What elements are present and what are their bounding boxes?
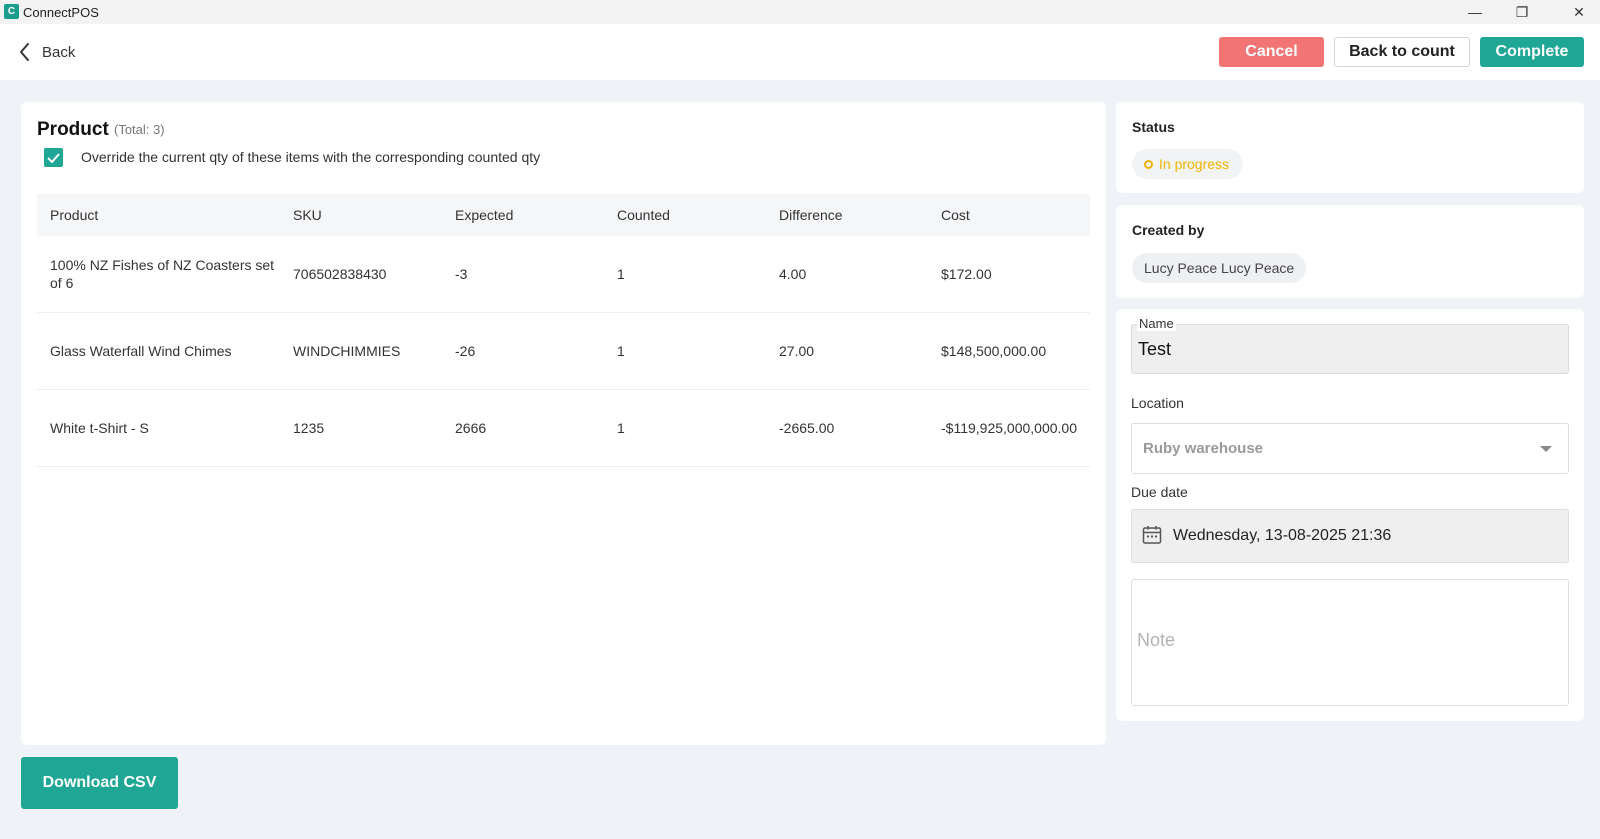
chevron-left-icon [20,43,29,61]
cell-sku: WINDCHIMMIES [293,343,401,359]
restore-button[interactable]: ❐ [1515,3,1529,20]
due-date-label: Due date [1131,484,1188,500]
back-label: Back [42,43,76,61]
cell-product: 100% NZ Fishes of NZ Coasters set of 6 [50,257,275,291]
column-header-product: Product [50,207,99,223]
column-header-expected: Expected [455,207,514,223]
back-button[interactable]: Back [18,38,75,66]
override-checkbox[interactable] [44,148,63,167]
app-logo-icon: C [4,4,19,19]
creator-chip: Lucy Peace Lucy Peace [1132,253,1307,283]
location-select[interactable]: Ruby warehouse [1131,423,1569,474]
created-by-label: Created by [1132,222,1205,238]
cell-sku: 1235 [293,420,325,436]
minimize-button[interactable]: — [1468,4,1482,20]
cell-product: White t-Shirt - S [50,420,149,436]
product-total: (Total: 3) [114,122,165,137]
back-to-count-button[interactable]: Back to count [1334,37,1470,67]
table-header: Product SKU Expected Counted Difference … [37,194,1090,236]
location-value: Ruby warehouse [1143,440,1264,457]
table-row[interactable]: 100% NZ Fishes of NZ Coasters set of 6 7… [37,236,1090,313]
status-dot-icon [1144,159,1153,169]
column-header-sku: SKU [293,207,322,223]
status-badge: In progress [1132,149,1244,179]
created-by-card: Created by Lucy Peace Lucy Peace [1116,205,1584,298]
table-row[interactable]: Glass Waterfall Wind Chimes WINDCHIMMIES… [37,313,1090,390]
name-field-label: Name [1137,316,1176,331]
cell-difference: 4.00 [779,266,807,282]
count-details-form: Name Test Location Ruby warehouse Due da… [1116,309,1584,721]
cell-sku: 706502838430 [293,266,387,282]
cell-cost: -$119,925,000,000.00 [941,420,1077,436]
cell-cost: $148,500,000.00 [941,343,1047,359]
cell-counted: 1 [617,343,625,359]
top-action-bar: Back Cancel Back to count Complete [0,24,1600,80]
due-date-picker[interactable]: Wednesday, 13-08-2025 21:36 [1131,509,1569,563]
caret-down-icon [1540,446,1552,452]
column-header-counted: Counted [617,207,670,223]
status-card: Status In progress [1116,102,1584,193]
table-row[interactable]: White t-Shirt - S 1235 2666 1 -2665.00 -… [37,390,1090,467]
cancel-button[interactable]: Cancel [1219,37,1324,67]
cell-expected: -3 [455,266,468,282]
cell-difference: -2665.00 [779,420,835,436]
product-card: Product (Total: 3) Override the current … [21,102,1106,745]
window-title: ConnectPOS [23,5,99,20]
checkmark-icon [47,152,60,163]
cell-difference: 27.00 [779,343,815,359]
download-csv-button[interactable]: Download CSV [21,757,178,809]
column-header-cost: Cost [941,207,970,223]
cell-counted: 1 [617,420,625,436]
column-header-difference: Difference [779,207,843,223]
name-field[interactable]: Name Test [1131,317,1569,374]
override-label: Override the current qty of these items … [81,149,541,165]
window-titlebar: C ConnectPOS — ❐ ✕ [0,0,1600,24]
calendar-icon [1142,526,1162,544]
cell-product: Glass Waterfall Wind Chimes [50,343,232,359]
note-textarea[interactable] [1131,579,1569,706]
name-field-value: Test [1138,339,1172,359]
cell-expected: -26 [455,343,476,359]
cell-counted: 1 [617,266,625,282]
status-label: Status [1132,119,1175,135]
status-value: In progress [1159,156,1230,172]
product-title: Product [37,119,109,140]
location-label: Location [1131,395,1184,411]
complete-button[interactable]: Complete [1480,37,1584,67]
cell-cost: $172.00 [941,266,992,282]
cell-expected: 2666 [455,420,487,436]
product-table: Product SKU Expected Counted Difference … [37,194,1090,467]
close-window-button[interactable]: ✕ [1573,3,1585,20]
due-date-value: Wednesday, 13-08-2025 21:36 [1173,527,1392,544]
